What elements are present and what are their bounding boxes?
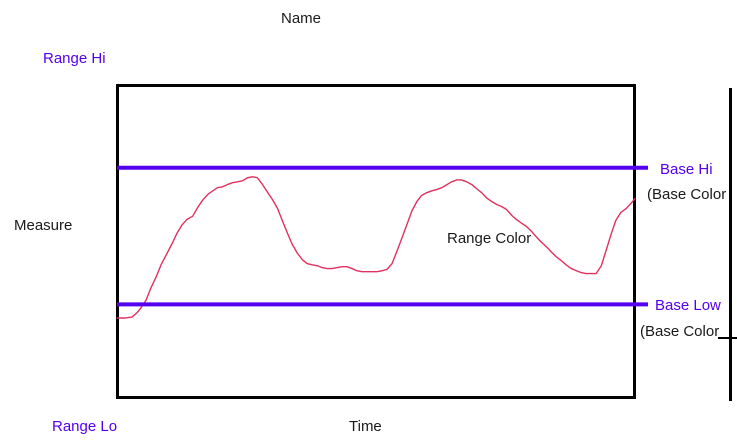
range-lo-label: Range Lo [52,418,118,435]
y-axis-label: Measure [14,217,73,234]
x-axis-label: Time [349,418,382,435]
base-hi-color-note: (Base Color [647,186,727,203]
base-hi-label: Base Hi [660,161,713,178]
page-title: Name [281,10,322,27]
base-color-note-underline [718,337,737,339]
base-low-color-note: (Base Color_ [640,323,728,340]
plot-frame [116,84,636,399]
range-hi-label: Range Hi [43,50,106,67]
range-color-annotation: Range Color [447,230,532,247]
base-low-label: Base Low [655,297,721,314]
right-edge-divider [729,88,732,401]
